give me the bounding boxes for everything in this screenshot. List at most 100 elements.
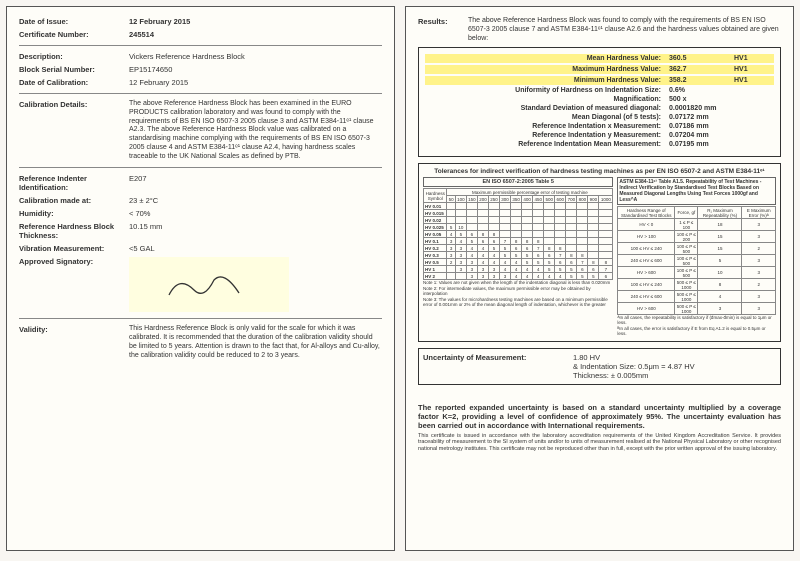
- row-validity: Validity: This Hardness Reference Block …: [19, 325, 382, 360]
- value-validity: This Hardness Reference Block is only va…: [129, 325, 382, 360]
- row-description: Description: Vickers Reference Hardness …: [19, 52, 382, 61]
- row-mean-hardness: Mean Hardness Value: 360.5 HV1: [425, 54, 774, 63]
- value-humidity: < 70%: [129, 209, 382, 218]
- row-cert-number: Certificate Number: 245514: [19, 30, 382, 39]
- value-indenter: E207: [129, 174, 382, 192]
- row-meandiag: Mean Diagonal (of 5 tests): 0.07172 mm: [425, 114, 774, 121]
- uncertainty-values: 1.80 HV & Indentation Size: 0.5μm = 4.87…: [573, 353, 776, 380]
- label-refmean: Reference Indentation Mean Measurement:: [425, 141, 669, 148]
- row-min-hardness: Minimum Hardness Value: 358.2 HV1: [425, 76, 774, 85]
- signature-box: [129, 257, 289, 312]
- value-refx: 0.07186 mm: [669, 123, 774, 130]
- certificate-left-page: Date of Issue: 12 February 2015 Certific…: [6, 6, 395, 551]
- unit-min: HV1: [734, 77, 774, 84]
- value-uniformity: 0.6%: [669, 87, 734, 94]
- results-intro: The above Reference Hardness Block was f…: [468, 17, 781, 43]
- certificate-right-page: Results: The above Reference Hardness Bl…: [405, 6, 794, 551]
- row-max-hardness: Maximum Hardness Value: 362.7 HV1: [425, 65, 774, 74]
- label-mag: Magnification:: [425, 96, 669, 103]
- row-vibration: Vibration Measurement: <5 GAL: [19, 244, 382, 253]
- noteB: ᴮIn all cases, the error is satisfactory…: [617, 327, 776, 337]
- tolerance-box: Tolerances for indirect verification of …: [418, 163, 781, 342]
- separator: [19, 167, 382, 168]
- row-mag: Magnification: 500 x: [425, 96, 774, 103]
- value-vibration: <5 GAL: [129, 244, 382, 253]
- row-refmean: Reference Indentation Mean Measurement: …: [425, 141, 774, 148]
- label-cal-at: Calibration made at:: [19, 196, 129, 205]
- label-uniformity: Uniformity of Hardness on Indentation Si…: [425, 87, 669, 94]
- row-cal-details: Calibration Details: The above Reference…: [19, 100, 382, 161]
- row-signatory: Approved Signatory:: [19, 257, 382, 312]
- value-cal-details: The above Reference Hardness Block has b…: [129, 100, 382, 161]
- value-stddev: 0.0001820 mm: [669, 105, 774, 112]
- label-refx: Reference Indentation x Measurement:: [425, 123, 669, 130]
- label-results: Results:: [418, 17, 468, 43]
- row-humidity: Humidity: < 70%: [19, 209, 382, 218]
- results-box: Mean Hardness Value: 360.5 HV1 Maximum H…: [418, 47, 781, 157]
- label-mean: Mean Hardness Value:: [425, 55, 669, 62]
- uncertainty-box: Uncertainty of Measurement: 1.80 HV & In…: [418, 348, 781, 385]
- separator: [19, 318, 382, 319]
- row-serial: Block Serial Number: EP15174650: [19, 65, 382, 74]
- value-mag: 500 x: [669, 96, 734, 103]
- tolerance-title: Tolerances for indirect verification of …: [423, 168, 776, 175]
- row-refy: Reference Indentation y Measurement: 0.0…: [425, 132, 774, 139]
- value-date-issue: 12 February 2015: [129, 17, 382, 26]
- footer-small: This certificate is issued in accordance…: [418, 433, 781, 452]
- value-max: 362.7: [669, 66, 734, 73]
- value-thickness: 10.15 mm: [129, 222, 382, 240]
- value-serial: EP15174650: [129, 65, 382, 74]
- row-date-cal: Date of Calibration: 12 February 2015: [19, 78, 382, 87]
- value-cal-at: 23 ± 2°C: [129, 196, 382, 205]
- label-signatory: Approved Signatory:: [19, 257, 129, 312]
- unit-max: HV1: [734, 66, 774, 73]
- row-stddev: Standard Deviation of measured diagonal:…: [425, 105, 774, 112]
- label-cert-number: Certificate Number:: [19, 30, 129, 39]
- uncertainty-line3: Thickness: ± 0.005mm: [573, 371, 776, 380]
- label-indenter: Reference Indenter Identification:: [19, 174, 129, 192]
- tolerance-right: ASTM E384-11ᵉ¹ Table A1.5. Repeatability…: [617, 177, 776, 337]
- uncertainty-label: Uncertainty of Measurement:: [423, 353, 573, 380]
- label-humidity: Humidity:: [19, 209, 129, 218]
- uncertainty-line1: 1.80 HV: [573, 353, 776, 362]
- tol-right-title: ASTM E384-11ᵉ¹ Table A1.5. Repeatability…: [617, 177, 776, 205]
- row-refx: Reference Indentation x Measurement: 0.0…: [425, 123, 774, 130]
- unit-mean: HV1: [734, 55, 774, 62]
- row-indenter: Reference Indenter Identification: E207: [19, 174, 382, 192]
- note2: Note 2: For intermediate values, the max…: [423, 287, 613, 297]
- row-cal-at: Calibration made at: 23 ± 2°C: [19, 196, 382, 205]
- footer-bold: The reported expanded uncertainty is bas…: [418, 403, 781, 430]
- tolerance-left-table: HardnessSymbolMaximum permissible percen…: [423, 188, 613, 280]
- label-min: Minimum Hardness Value:: [425, 77, 669, 84]
- noteA: ᴬIn all cases, the repeatability is sati…: [617, 316, 776, 326]
- uncertainty-line2: & Indentation Size: 0.5μm = 4.87 HV: [573, 362, 776, 371]
- label-date-cal: Date of Calibration:: [19, 78, 129, 87]
- row-results: Results: The above Reference Hardness Bl…: [418, 17, 781, 43]
- value-refmean: 0.07195 mm: [669, 141, 774, 148]
- label-max: Maximum Hardness Value:: [425, 66, 669, 73]
- value-cert-number: 245514: [129, 30, 382, 39]
- separator: [19, 45, 382, 46]
- label-serial: Block Serial Number:: [19, 65, 129, 74]
- value-refy: 0.07204 mm: [669, 132, 774, 139]
- label-date-issue: Date of Issue:: [19, 17, 129, 26]
- label-description: Description:: [19, 52, 129, 61]
- label-validity: Validity:: [19, 325, 129, 360]
- value-meandiag: 0.07172 mm: [669, 114, 774, 121]
- separator: [19, 93, 382, 94]
- row-uniformity: Uniformity of Hardness on Indentation Si…: [425, 87, 774, 94]
- tolerance-right-table: Hardness Range of Standardised Test Bloc…: [617, 206, 776, 315]
- value-date-cal: 12 February 2015: [129, 78, 382, 87]
- note3: Note 3: The values for microhardness tes…: [423, 298, 613, 308]
- label-meandiag: Mean Diagonal (of 5 tests):: [425, 114, 669, 121]
- tol-left-title: EN ISO 6507-2:2005 Table 5: [423, 177, 613, 187]
- label-refy: Reference Indentation y Measurement:: [425, 132, 669, 139]
- tolerance-left: EN ISO 6507-2:2005 Table 5 HardnessSymbo…: [423, 177, 613, 337]
- label-thickness: Reference Hardness Block Thickness:: [19, 222, 129, 240]
- label-stddev: Standard Deviation of measured diagonal:: [425, 105, 669, 112]
- label-vibration: Vibration Measurement:: [19, 244, 129, 253]
- value-min: 358.2: [669, 77, 734, 84]
- label-cal-details: Calibration Details:: [19, 100, 129, 161]
- value-mean: 360.5: [669, 55, 734, 62]
- row-thickness: Reference Hardness Block Thickness: 10.1…: [19, 222, 382, 240]
